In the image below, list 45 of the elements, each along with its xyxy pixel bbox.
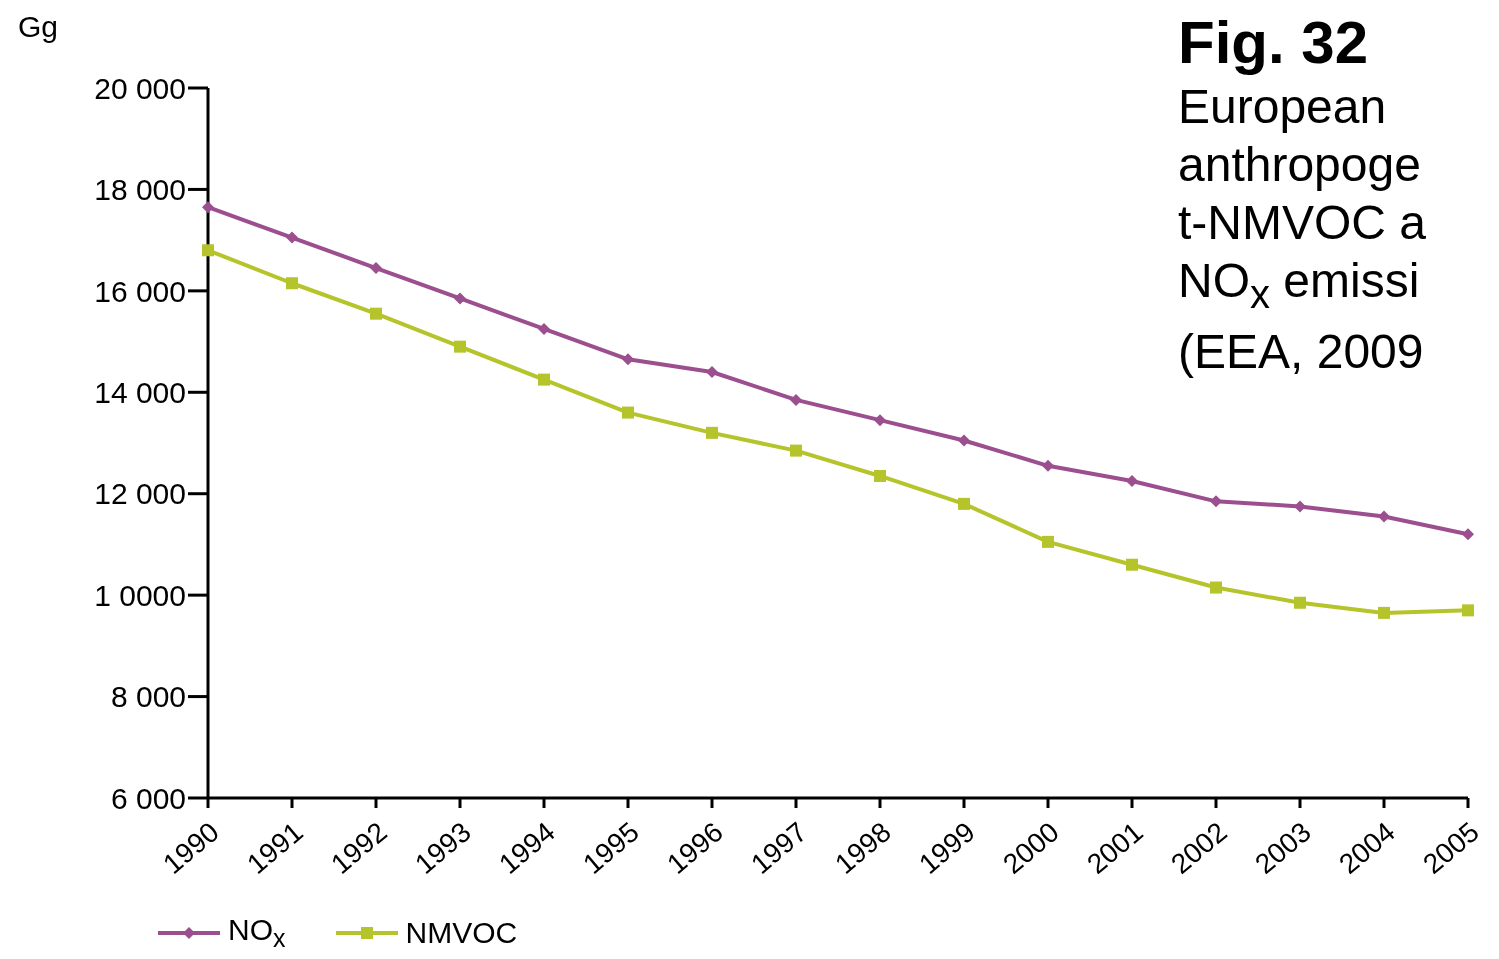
- point: [706, 366, 718, 378]
- point: [1462, 604, 1474, 617]
- y-tick-label: 6 000: [110, 781, 186, 815]
- point: [874, 414, 886, 427]
- y-axis-title: Gg: [18, 10, 59, 44]
- point: [370, 307, 382, 320]
- y-tick-label: 8 000: [110, 680, 186, 714]
- point: [1042, 535, 1054, 548]
- point: [454, 340, 466, 353]
- point: [538, 322, 550, 335]
- legend-label: NMVOC: [405, 916, 518, 950]
- text: European anthropoge t-NMVOC a NO$_{x}$ emissi (EEA, 2009: [1178, 79, 1427, 380]
- point: [202, 201, 214, 214]
- y-tick-label: 14 000: [94, 375, 186, 409]
- point: [706, 426, 718, 439]
- point: [1378, 606, 1390, 619]
- point: [286, 277, 298, 290]
- y-tick-label: 20 000: [94, 71, 186, 105]
- point: [790, 393, 802, 406]
- point: [622, 406, 634, 419]
- point: [454, 292, 466, 305]
- chart-title: Fig. 32: [1178, 8, 1370, 78]
- point: [538, 373, 550, 386]
- point: [1126, 475, 1138, 488]
- y-tick-label: 1 0000: [94, 578, 186, 612]
- point: [1126, 558, 1138, 571]
- point: [790, 444, 802, 457]
- point: [1378, 510, 1390, 523]
- y-tick-label: 12 000: [94, 477, 186, 511]
- y-tick-label: 18 000: [94, 173, 186, 207]
- y-tick-label: 16 000: [94, 274, 186, 308]
- point: [1210, 495, 1222, 508]
- point: [1294, 500, 1306, 513]
- point: [370, 262, 382, 275]
- point: [202, 244, 214, 257]
- point: [286, 231, 298, 244]
- point: [1294, 596, 1306, 609]
- point: [1462, 528, 1474, 541]
- legend-label: NO$_{x}$: [228, 913, 286, 953]
- point: [958, 497, 970, 510]
- point: [1042, 459, 1054, 472]
- point: [622, 353, 634, 366]
- point: [958, 434, 970, 447]
- point: [874, 469, 886, 482]
- point: [1210, 581, 1222, 594]
